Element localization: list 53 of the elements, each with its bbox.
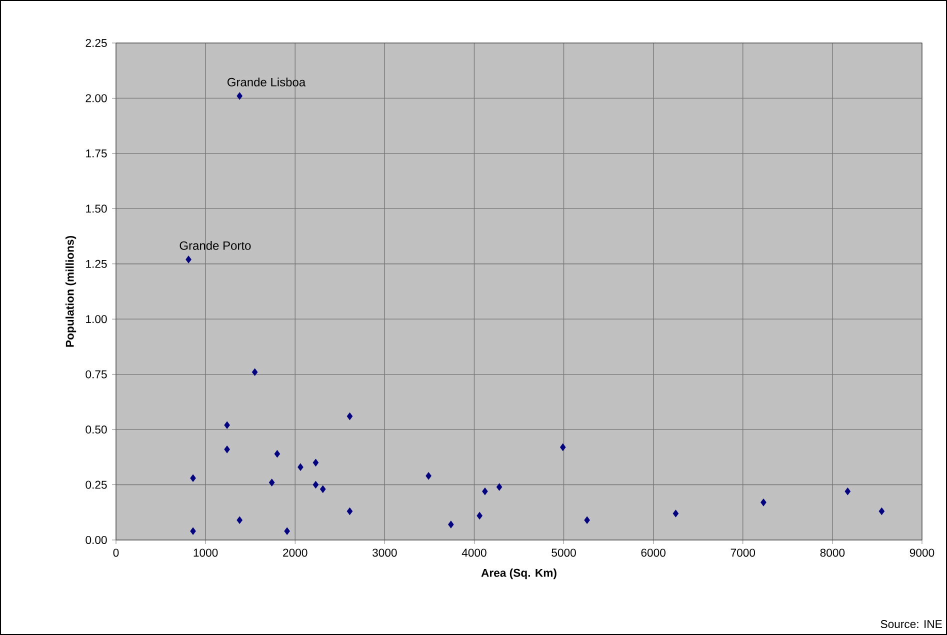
x-tick-label: 4000 [462,548,486,557]
point [560,443,566,451]
point [236,516,242,524]
x-tick-label: 3000 [372,548,397,557]
point [346,412,353,420]
point [448,520,454,528]
x-tick-label: 8000 [820,548,845,557]
y-tick-label: 1.75 [86,149,107,158]
point [224,421,230,429]
x-tick-label: 1000 [194,548,218,557]
x-tick-label: 5000 [552,548,576,557]
annotation: Grande Lisboa [228,78,306,86]
x-tick-label: 0 [113,548,119,557]
point [224,446,230,454]
point [190,527,196,535]
x-axis-title: Area (Sq. Km) [481,568,556,580]
point [760,498,766,506]
point [844,488,851,496]
point [268,478,275,486]
point [236,92,242,100]
point [186,256,192,264]
point [312,458,319,466]
x-tick-label: 9000 [910,548,934,557]
point [252,368,258,376]
point [320,485,326,493]
y-tick-label: 1.00 [86,315,107,324]
point [190,474,196,482]
x-tick-label: 6000 [641,548,666,557]
point [476,512,482,520]
y-tick-label: 2.25 [86,38,107,47]
point [346,508,353,516]
y-tick-label: 0.25 [86,480,107,489]
point [878,508,885,516]
point [426,472,432,480]
point [298,463,304,471]
y-tick-label: 0.75 [86,370,107,378]
point [482,488,488,496]
y-tick-label: 0.00 [86,536,107,544]
source-note: Source: INE [880,620,942,628]
annotation: Grande Porto [180,241,251,250]
point [584,516,590,524]
point [496,483,502,491]
point [284,527,290,535]
y-tick-label: 0.50 [86,426,107,434]
point [274,450,280,458]
x-tick-label: 7000 [730,548,756,557]
y-tick-label: 1.50 [86,204,107,213]
y-tick-label: 1.25 [86,260,107,268]
x-tick-label: 2000 [283,548,308,557]
y-tick-label: 2.00 [86,94,107,102]
y-axis-title: Population (millions) [66,236,76,347]
point [312,481,319,488]
point [672,510,679,518]
